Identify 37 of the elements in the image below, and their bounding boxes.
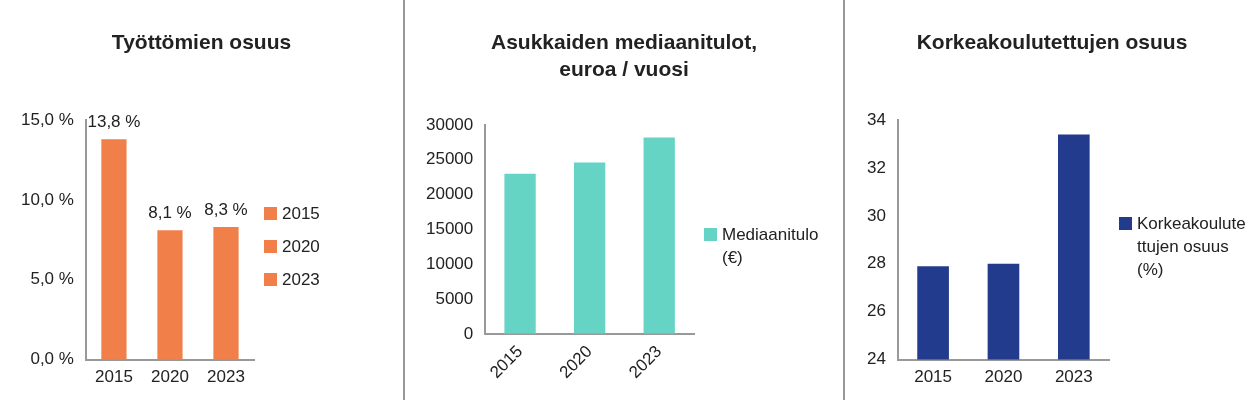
x-tick-label: 2020 (984, 367, 1023, 387)
y-tick-label: 5000 (435, 288, 474, 308)
x-tick-label: 2023 (1054, 367, 1093, 387)
y-tick-label: 24 (866, 349, 886, 369)
y-tick-label: 20000 (425, 184, 474, 204)
y-tick-label: 5,0 % (30, 269, 74, 289)
y-tick-label: 28 (866, 253, 886, 273)
legend-label: 2023 (282, 268, 320, 291)
y-tick-label: 0 (463, 323, 474, 343)
x-tick-label: 2023 (207, 367, 245, 387)
y-tick-label: 15000 (425, 219, 474, 239)
data-label: 8,1 % (148, 203, 192, 223)
bar (643, 137, 675, 334)
data-label: 8,3 % (204, 200, 248, 220)
chart-title: Työttömien osuus (110, 29, 293, 55)
y-tick-label: 25000 (425, 149, 474, 169)
bar (573, 162, 606, 334)
chart-title: Korkeakoulutettujen osuus (915, 29, 1189, 55)
y-tick-label: 0,0 % (30, 349, 74, 369)
y-tick-label: 32 (866, 157, 886, 177)
chart-title: Asukkaiden mediaanitulot, euroa / vuosi (489, 29, 759, 82)
legend-label: 2020 (282, 235, 320, 258)
y-tick-label: 10000 (425, 253, 474, 273)
legend-label: Mediaanitulo (€) (722, 224, 820, 269)
bar (504, 173, 536, 334)
y-tick-label: 30000 (425, 114, 474, 134)
x-tick-label: 2020 (151, 367, 189, 387)
y-tick-label: 30 (866, 205, 886, 225)
y-tick-label: 34 (866, 109, 886, 129)
x-tick-label: 2015 (914, 367, 953, 387)
y-tick-label: 15,0 % (20, 109, 74, 129)
data-label: 13,8 % (87, 112, 141, 132)
legend-label: Korkeakoulutettujen osuus (%) (1137, 212, 1247, 281)
legend-label: 2015 (282, 202, 320, 225)
y-tick-label: 26 (866, 301, 886, 321)
y-tick-label: 10,0 % (20, 189, 74, 209)
x-tick-label: 2015 (95, 367, 133, 387)
